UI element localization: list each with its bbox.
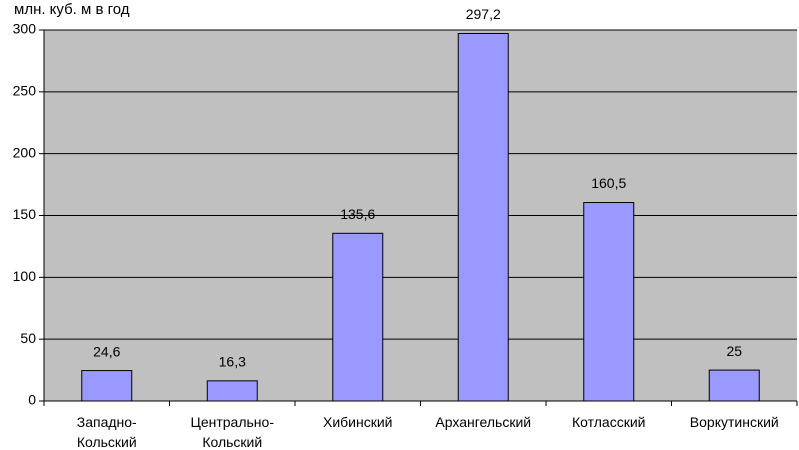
x-tick-label: Западно-Кольский <box>77 414 137 450</box>
bar <box>206 380 258 402</box>
bar <box>457 32 509 402</box>
bar <box>81 370 133 402</box>
x-tick-label: Хибинский <box>323 414 393 430</box>
x-tick-label: Архангельский <box>435 414 531 430</box>
data-label: 297,2 <box>466 6 501 22</box>
data-label: 25 <box>726 343 742 359</box>
data-label: 135,6 <box>340 206 375 222</box>
y-tick-label: 0 <box>28 392 36 408</box>
bar <box>583 202 635 402</box>
y-tick-label: 300 <box>13 21 37 37</box>
x-tick-label: Котласский <box>572 414 645 430</box>
y-tick-label: 150 <box>13 206 37 222</box>
x-tick-label: Воркутинский <box>690 414 779 430</box>
bar <box>332 232 384 402</box>
bar <box>708 369 760 402</box>
y-tick-label: 100 <box>13 268 37 284</box>
y-tick-label: 200 <box>13 144 37 160</box>
axis-title: млн. куб. м в год <box>14 1 130 18</box>
y-tick-label: 50 <box>20 330 36 346</box>
data-label: 160,5 <box>591 175 626 191</box>
y-tick-label: 250 <box>13 83 37 99</box>
data-label: 16,3 <box>219 354 246 370</box>
data-label: 24,6 <box>93 343 120 359</box>
x-tick-label: Центрально-Кольский <box>190 414 274 450</box>
